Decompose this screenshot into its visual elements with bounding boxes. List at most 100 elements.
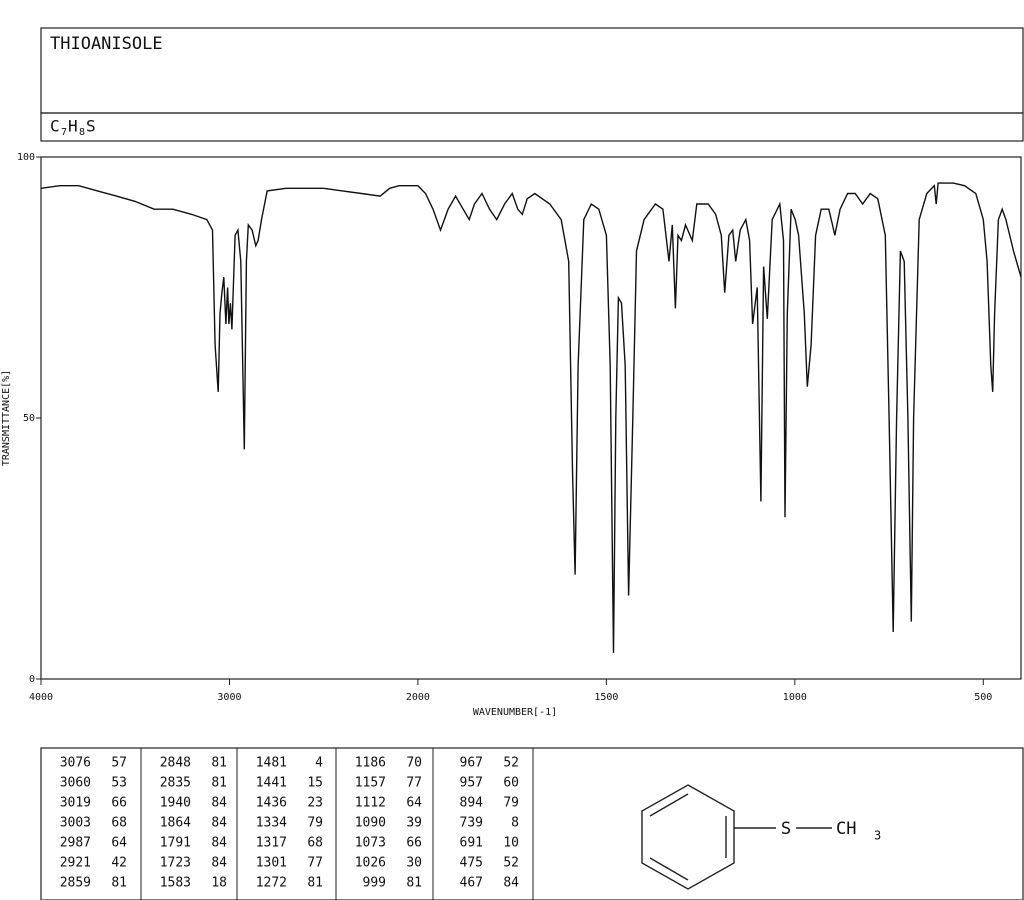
- peak-wavenumber: 1583: [160, 876, 191, 891]
- peak-transmittance: 81: [211, 776, 227, 791]
- compound-name: THIOANISOLE: [50, 34, 163, 54]
- peak-wavenumber: 2921: [60, 856, 91, 871]
- formula-part: H: [68, 117, 78, 136]
- peak-transmittance: 84: [503, 876, 519, 891]
- peak-wavenumber: 3076: [60, 756, 91, 771]
- peak-wavenumber: 1481: [256, 756, 287, 771]
- x-tick-label: 3000: [217, 692, 241, 703]
- peak-wavenumber: 2848: [160, 756, 191, 771]
- peak-transmittance: 60: [503, 776, 519, 791]
- peak-transmittance: 79: [503, 796, 519, 811]
- title-box: [40, 27, 1024, 114]
- peak-wavenumber: 3060: [60, 776, 91, 791]
- formula-box: [40, 112, 1024, 142]
- x-tick-label: 1000: [783, 692, 807, 703]
- x-tick-label: 1500: [594, 692, 618, 703]
- formula-subscript: 8: [79, 127, 85, 138]
- formula-part: S: [86, 117, 96, 136]
- x-tick-label: 2000: [406, 692, 430, 703]
- peak-transmittance: 64: [111, 836, 127, 851]
- peak-wavenumber: 2835: [160, 776, 191, 791]
- peak-wavenumber: 1157: [355, 776, 386, 791]
- peak-transmittance: 52: [503, 756, 519, 771]
- structure: [641, 784, 832, 890]
- formula-part: C: [50, 117, 60, 136]
- peak-wavenumber: 1186: [355, 756, 386, 771]
- x-axis-label: WAVENUMBER[-1]: [473, 707, 557, 718]
- peak-wavenumber: 1272: [256, 876, 287, 891]
- peak-transmittance: 15: [307, 776, 323, 791]
- peak-wavenumber: 1864: [160, 816, 191, 831]
- peak-wavenumber: 1301: [256, 856, 287, 871]
- peak-transmittance: 81: [211, 756, 227, 771]
- formula-subscript: 7: [61, 127, 67, 138]
- peak-transmittance: 84: [211, 856, 227, 871]
- peak-wavenumber: 1112: [355, 796, 386, 811]
- peak-transmittance: 23: [307, 796, 323, 811]
- peak-wavenumber: 1441: [256, 776, 287, 791]
- peak-wavenumber: 467: [460, 876, 483, 891]
- peak-wavenumber: 1073: [355, 836, 386, 851]
- methyl-subscript: 3: [874, 829, 881, 843]
- peak-wavenumber: 999: [363, 876, 386, 891]
- peak-transmittance: 42: [111, 856, 127, 871]
- peak-transmittance: 64: [406, 796, 422, 811]
- peak-transmittance: 66: [111, 796, 127, 811]
- y-tick-label: 50: [23, 413, 35, 424]
- peak-transmittance: 68: [111, 816, 127, 831]
- peak-wavenumber: 739: [460, 816, 483, 831]
- x-tick-label: 500: [974, 692, 992, 703]
- peak-transmittance: 81: [111, 876, 127, 891]
- peak-transmittance: 84: [211, 816, 227, 831]
- peak-wavenumber: 691: [460, 836, 483, 851]
- table-box: [40, 747, 1024, 900]
- peak-wavenumber: 1723: [160, 856, 191, 871]
- peak-transmittance: 52: [503, 856, 519, 871]
- peak-wavenumber: 967: [460, 756, 483, 771]
- peak-transmittance: 81: [307, 876, 323, 891]
- peak-wavenumber: 1026: [355, 856, 386, 871]
- double-bond: [649, 793, 689, 817]
- peak-wavenumber: 894: [460, 796, 484, 811]
- peak-wavenumber: 1791: [160, 836, 191, 851]
- peak-transmittance: 79: [307, 816, 323, 831]
- peak-transmittance: 10: [503, 836, 519, 851]
- peak-transmittance: 53: [111, 776, 127, 791]
- peak-transmittance: 77: [406, 776, 422, 791]
- peak-wavenumber: 1940: [160, 796, 191, 811]
- peak-transmittance: 39: [406, 816, 422, 831]
- benzene-ring: [641, 784, 735, 890]
- peak-wavenumber: 3019: [60, 796, 91, 811]
- peak-transmittance: 4: [315, 756, 323, 771]
- peak-transmittance: 84: [211, 796, 227, 811]
- peak-transmittance: 18: [211, 876, 227, 891]
- peak-wavenumber: 1436: [256, 796, 287, 811]
- peak-transmittance: 70: [406, 756, 422, 771]
- peak-wavenumber: 2859: [60, 876, 91, 891]
- peak-transmittance: 84: [211, 836, 227, 851]
- peak-transmittance: 68: [307, 836, 323, 851]
- peak-transmittance: 66: [406, 836, 422, 851]
- peak-wavenumber: 957: [460, 776, 483, 791]
- y-tick-label: 100: [17, 152, 35, 163]
- peak-transmittance: 30: [406, 856, 422, 871]
- peak-transmittance: 57: [111, 756, 127, 771]
- x-tick-label: 4000: [29, 692, 53, 703]
- peak-transmittance: 77: [307, 856, 323, 871]
- peak-wavenumber: 3003: [60, 816, 91, 831]
- peak-wavenumber: 1317: [256, 836, 287, 851]
- methyl-label: CH: [836, 819, 856, 839]
- peak-transmittance: 8: [511, 816, 519, 831]
- peak-transmittance: 81: [406, 876, 422, 891]
- peak-wavenumber: 1334: [256, 816, 287, 831]
- peak-wavenumber: 2987: [60, 836, 91, 851]
- spectrum-line: [40, 182, 1022, 653]
- sulfur-label: S: [781, 819, 791, 839]
- plot-frame: [40, 156, 1022, 680]
- y-tick-label: 0: [29, 674, 35, 685]
- y-axis-label: TRANSMITTANCE[%]: [1, 370, 12, 466]
- peak-wavenumber: 475: [460, 856, 483, 871]
- peak-wavenumber: 1090: [355, 816, 386, 831]
